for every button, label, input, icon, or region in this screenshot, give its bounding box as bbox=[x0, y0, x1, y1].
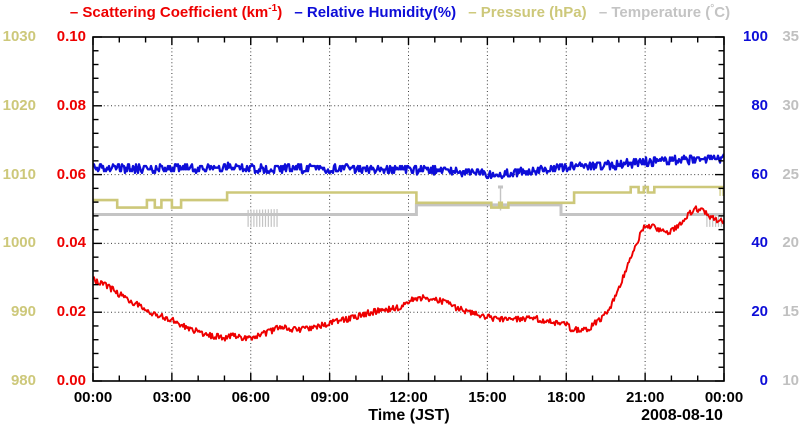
pressure-tick-label: 1030 bbox=[2, 28, 36, 45]
humidity-tick-label: 80 bbox=[751, 96, 768, 114]
legend-sup-scattering: -1 bbox=[268, 3, 278, 14]
pressure-tick-label: 980 bbox=[10, 372, 36, 389]
legend-item-temperature: – Temperature (°C) bbox=[598, 3, 731, 21]
x-tick-label: 09:00 bbox=[310, 389, 349, 406]
legend-dash-scattering: – bbox=[69, 4, 79, 21]
scattering-tick-label: 0.06 bbox=[56, 165, 86, 183]
x-tick-label: 06:00 bbox=[231, 389, 270, 406]
legend-label-humidity: Relative Humidity(%) bbox=[306, 4, 457, 21]
humidity-tick-label: 100 bbox=[742, 28, 768, 45]
scattering-tick-label: 0.04 bbox=[56, 234, 86, 252]
x-axis-title: Time (JST) bbox=[368, 407, 450, 424]
chart-legend: – Scattering Coefficient (km-1) – Relati… bbox=[0, 3, 800, 21]
x-tick-label: 03:00 bbox=[152, 389, 192, 406]
pressure-tick-label: 1000 bbox=[2, 234, 36, 252]
temperature-tick-label: 30 bbox=[782, 96, 799, 114]
temperature-tick-label: 15 bbox=[782, 303, 799, 321]
pressure-tick-label: 1020 bbox=[2, 96, 36, 114]
legend-item-scattering: – Scattering Coefficient (km-1) bbox=[69, 3, 283, 21]
temperature-tick-label: 25 bbox=[782, 165, 799, 183]
x-tick-label: 18:00 bbox=[547, 389, 586, 406]
temperature-tick-label: 20 bbox=[782, 234, 799, 252]
humidity-tick-label: 60 bbox=[751, 165, 768, 183]
scattering-tick-label: 0.02 bbox=[56, 303, 86, 321]
pressure-tick-label: 1010 bbox=[2, 165, 36, 183]
x-tick-label: 15:00 bbox=[468, 389, 507, 406]
temperature-tick-label: 35 bbox=[782, 28, 799, 45]
scattering-tick-label: 0.10 bbox=[56, 28, 86, 45]
humidity-tick-label: 0 bbox=[759, 372, 768, 389]
legend-item-humidity: – Relative Humidity(%) bbox=[294, 4, 456, 21]
x-tick-label: 00:00 bbox=[704, 389, 744, 406]
legend-item-pressure: – Pressure (hPa) bbox=[468, 4, 586, 21]
legend-dash-humidity: – bbox=[294, 4, 303, 21]
pressure-tick-label: 990 bbox=[10, 303, 36, 321]
x-tick-label: 21:00 bbox=[625, 389, 665, 406]
scattering-tick-label: 0.00 bbox=[56, 372, 86, 389]
legend-label-scattering: Scattering Coefficient (km bbox=[82, 4, 269, 21]
legend-dash-temperature: – bbox=[598, 4, 608, 21]
humidity-tick-label: 20 bbox=[751, 303, 768, 321]
x-tick-label: 00:00 bbox=[73, 389, 113, 406]
x-tick-label: 12:00 bbox=[389, 389, 428, 406]
legend-label-pressure: Pressure (hPa) bbox=[480, 4, 587, 21]
degree-symbol: ° bbox=[710, 3, 715, 14]
temperature-tick-label: 10 bbox=[782, 372, 799, 389]
x-axis-date: 2008-08-10 bbox=[641, 407, 723, 424]
legend-label-temperature: Temperature ( bbox=[611, 4, 711, 21]
humidity-tick-label: 40 bbox=[751, 234, 768, 252]
legend-dash-pressure: – bbox=[468, 4, 477, 21]
scattering-tick-label: 0.08 bbox=[56, 96, 86, 114]
